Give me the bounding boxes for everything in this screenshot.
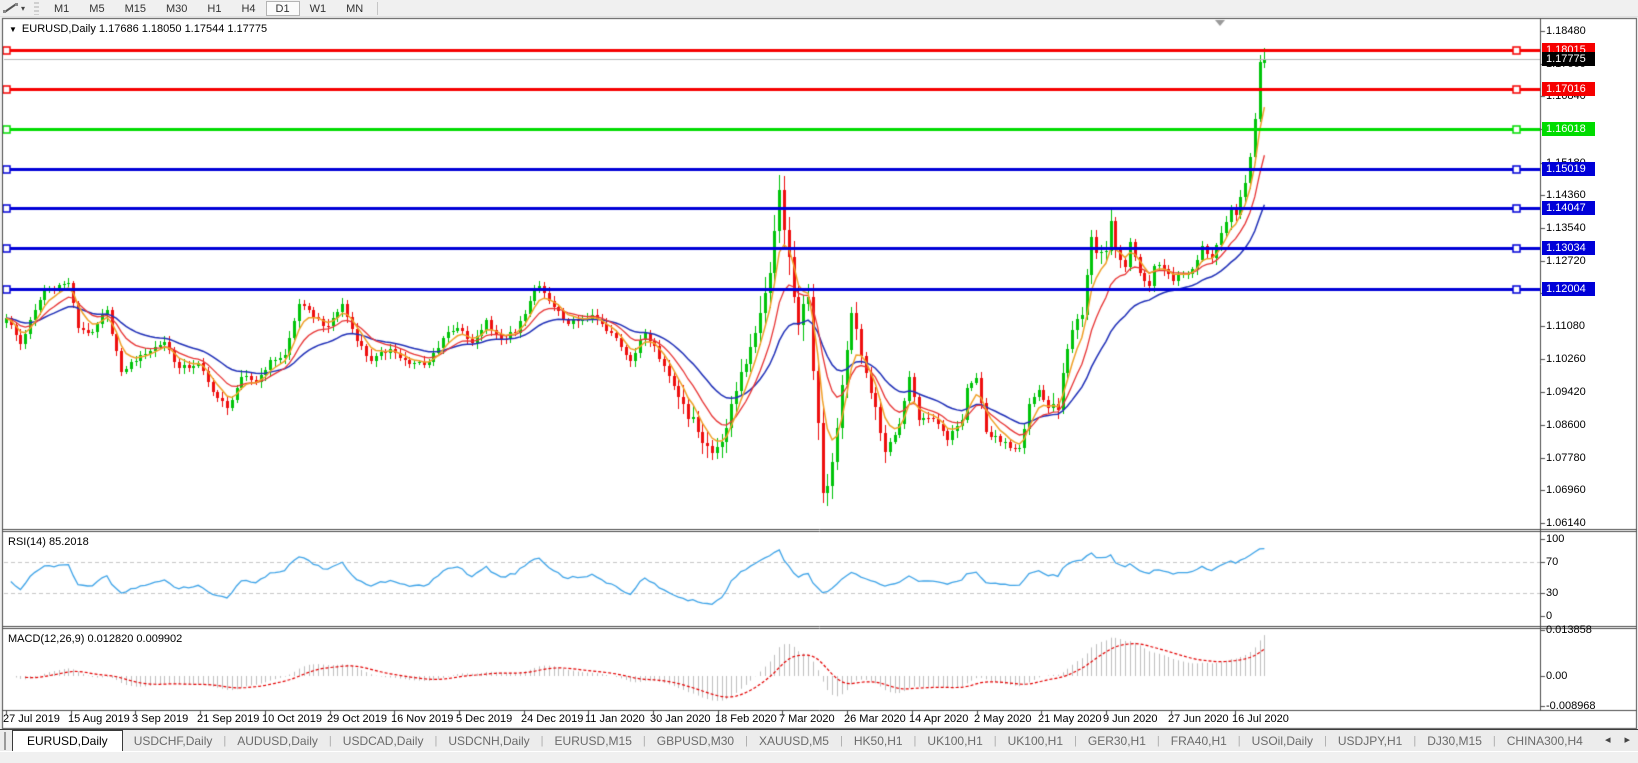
timeframe-button-h1[interactable]: H1 [207, 2, 222, 15]
toolbar-separator [377, 1, 379, 15]
chart-tab-usoil-daily[interactable]: USOil,Daily [1251, 733, 1313, 748]
line-tool-icon[interactable] [2, 1, 20, 15]
timeframe-button-mn[interactable]: MN [346, 2, 364, 15]
chart-tab-gbpusd-m30[interactable]: GBPUSD,M30 [656, 733, 735, 748]
tab-separator: | [328, 734, 332, 747]
chart-tab-eurusd-m15[interactable]: EURUSD,M15 [554, 733, 632, 748]
tab-separator: | [913, 734, 917, 747]
chevron-down-icon[interactable]: ▾ [21, 3, 26, 13]
tab-separator: | [745, 734, 748, 747]
tab-separator: | [642, 734, 646, 747]
timeframe-button-m1[interactable]: M1 [54, 2, 70, 15]
tab-separator: | [1237, 734, 1241, 747]
chart-tab-uk100-h1[interactable]: UK100,H1 [927, 733, 983, 748]
timeframe-toolbar: ▾ M1 M5 M15 M30 H1 H4 D1 W1 MN [0, 0, 1638, 17]
timeframe-button-m15[interactable]: M15 [124, 2, 146, 15]
tab-separator: | [434, 734, 438, 747]
tab-separator: | [993, 734, 997, 747]
tab-separator: | [1074, 734, 1077, 747]
chart-tab-uk100-h1[interactable]: UK100,H1 [1007, 733, 1064, 748]
tab-separator: | [1324, 734, 1327, 747]
tab-separator: | [1413, 734, 1417, 747]
timeframe-button-m5[interactable]: M5 [89, 2, 105, 15]
chart-tab-hk50-h1[interactable]: HK50,H1 [853, 733, 903, 748]
chart-tabs: EURUSD,Daily USDCHF,Daily | AUDUSD,Daily | US… [6, 730, 1594, 752]
tab-separator: | [1156, 734, 1160, 747]
chart-tab-ger30-h1[interactable]: GER30,H1 [1087, 733, 1146, 748]
tab-separator: | [839, 734, 843, 747]
chart-tab-usdchf-daily[interactable]: USDCHF,Daily [133, 733, 213, 748]
chart-tab-china300-h4[interactable]: CHINA300,H4 [1506, 733, 1583, 748]
status-bar [0, 751, 1638, 763]
timeframe-buttons: M1 M5 M15 M30 H1 H4 D1 W1 MN [44, 0, 373, 17]
timeframe-button-m30[interactable]: M30 [165, 2, 188, 15]
timeframe-button-w1[interactable]: W1 [309, 2, 327, 15]
chart-tab-usdcad-daily[interactable]: USDCAD,Daily [342, 733, 424, 748]
chart-tab-bar: EURUSD,Daily USDCHF,Daily | AUDUSD,Daily | US… [0, 729, 1638, 751]
chart-tab-usdcnh-daily[interactable]: USDCNH,Daily [448, 733, 530, 748]
tab-scroll-right-arrow[interactable]: ▸ [1624, 734, 1630, 746]
tab-separator: | [540, 734, 544, 747]
tab-separator: | [223, 734, 227, 747]
chart-tab-xauusd-m5[interactable]: XAUUSD,M5 [758, 733, 829, 748]
tab-scroll-left-arrow[interactable]: ◂ [1604, 734, 1611, 746]
chart-tab-dj30-m15[interactable]: DJ30,M15 [1427, 733, 1482, 748]
toolbar-grip[interactable] [34, 1, 40, 15]
chart-tab-eurusd-daily[interactable]: EURUSD,Daily [12, 730, 123, 751]
chart-tab-usdjpy-h1[interactable]: USDJPY,H1 [1337, 733, 1403, 748]
timeframe-button-h4[interactable]: H4 [241, 2, 256, 15]
tabbar-notch [4, 731, 6, 750]
chart-tab-fra40-h1[interactable]: FRA40,H1 [1170, 733, 1227, 748]
chart-tab-audusd-daily[interactable]: AUDUSD,Daily [237, 733, 318, 748]
timeframe-button-d1[interactable]: D1 [265, 0, 300, 16]
tab-separator: | [1492, 734, 1496, 747]
